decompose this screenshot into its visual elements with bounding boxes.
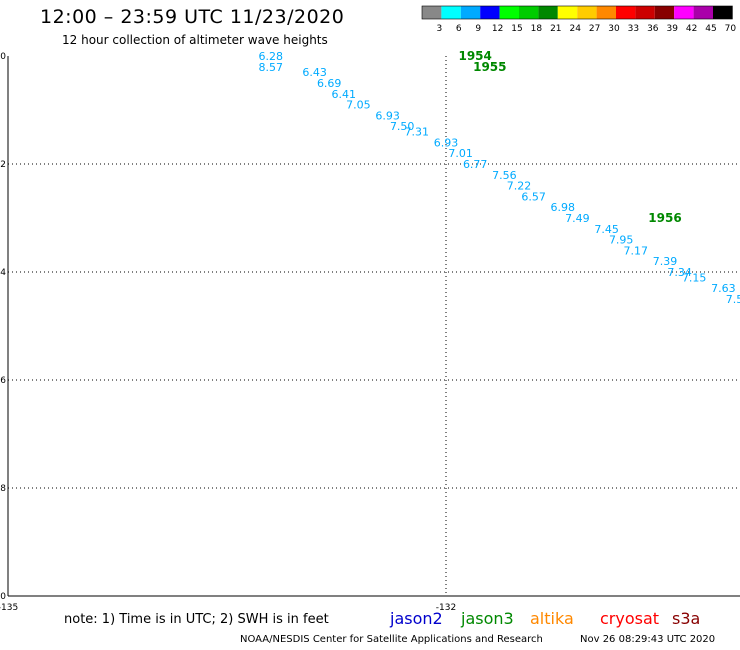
swh-label: 7.39	[653, 255, 678, 268]
colorbar-swatch	[557, 6, 578, 19]
swh-label: 7.34	[667, 266, 692, 279]
axis-ticks: -135-132-129-126-123-120-30-32-34-36-38-…	[0, 52, 456, 613]
colorbar-swatch	[713, 6, 733, 19]
colorbar-label: 30	[608, 24, 620, 34]
footer-note: note: 1) Time is in UTC; 2) SWH is in fe…	[64, 612, 329, 627]
swh-label: 6.93	[434, 136, 459, 149]
colorbar-label: 27	[589, 24, 600, 34]
swh-label: 7.01	[448, 147, 473, 160]
swh-label: 7.49	[565, 212, 590, 225]
colorbar-swatch	[616, 6, 636, 19]
swh-label: 6.28	[259, 50, 284, 63]
colorbar-label: 15	[511, 24, 522, 34]
swh-label: 6.57	[521, 190, 546, 203]
swh-label: 7.15	[682, 271, 707, 284]
legend-cryosat: cryosat	[600, 609, 660, 628]
swh-label: 7.95	[609, 234, 634, 247]
swh-label: 7.31	[405, 126, 430, 139]
swh-label: 8.57	[259, 61, 284, 74]
colorbar-swatch	[499, 6, 519, 19]
time-label: 1954	[458, 49, 491, 63]
swh-label: 7.50	[390, 120, 415, 133]
colorbar-label: 70	[725, 24, 737, 34]
swh-label: 7.17	[624, 244, 649, 257]
wave-height-labels: 6.288.57 6.436.696.417.056.937.507.316.93…	[259, 50, 740, 306]
x-tick-label: -132	[436, 603, 456, 613]
legend-altika: altika	[530, 609, 574, 628]
swh-label: 7.53	[726, 293, 740, 306]
colorbar-swatch	[577, 6, 597, 19]
colorbar-swatch	[596, 6, 616, 19]
colorbar-label: 24	[569, 24, 581, 34]
swh-label: 7.56	[492, 169, 517, 182]
colorbar-swatch	[519, 6, 539, 19]
swh-label: 6.41	[332, 88, 357, 101]
colorbar-swatch	[674, 6, 694, 19]
colorbar-label: 3	[437, 24, 443, 34]
legend-jason2: jason2	[390, 609, 443, 628]
colorbar-label: 21	[550, 24, 561, 34]
colorbar-label: 36	[647, 24, 659, 34]
time-label: 1956	[648, 211, 681, 225]
swh-label: 7.45	[594, 223, 619, 236]
y-tick-label: -40	[0, 592, 6, 602]
colorbar-swatch	[460, 6, 481, 19]
colorbar-label: 12	[492, 24, 503, 34]
colorbar-label: 18	[531, 24, 543, 34]
time-labels: 1954195519561957195814131412141114101741…	[458, 49, 681, 225]
colorbar-swatch	[693, 6, 713, 19]
swh-label: 7.22	[507, 180, 532, 193]
swh-label: 6.98	[551, 201, 576, 214]
colorbar-swatch	[422, 6, 442, 19]
footer-timestamp: Nov 26 08:29:43 UTC 2020	[580, 634, 716, 645]
colorbar-swatch	[538, 6, 558, 19]
colorbar-label: 39	[666, 24, 678, 34]
grid-lines	[8, 56, 740, 596]
colorbar-swatch	[480, 6, 500, 19]
footer-credit: NOAA/NESDIS Center for Satellite Applica…	[240, 634, 543, 645]
time-label: 1955	[473, 60, 506, 74]
colorbar-label: 6	[456, 24, 462, 34]
colorbar-swatch	[654, 6, 675, 19]
colorbar-swatch	[441, 6, 461, 19]
y-tick-label: -36	[0, 376, 6, 386]
page-title: 12:00 – 23:59 UTC 11/23/2020	[40, 6, 345, 28]
swh-label: 7.63	[711, 282, 736, 295]
swh-label: 7.05	[346, 99, 371, 112]
y-tick-label: -38	[0, 484, 6, 494]
plot-frame	[7, 56, 740, 597]
y-tick-label: -32	[0, 160, 6, 170]
legend-s3a: s3a	[672, 609, 701, 628]
page-subtitle: 12 hour collection of altimeter wave hei…	[62, 33, 328, 47]
swh-label: 6.69	[317, 77, 342, 90]
colorbar-label: 45	[705, 24, 716, 34]
y-tick-label: -30	[0, 52, 6, 62]
x-tick-label: -135	[0, 603, 18, 613]
colorbar-label: 33	[628, 24, 639, 34]
legend-jason3: jason3	[461, 609, 514, 628]
y-tick-label: -34	[0, 268, 6, 278]
swh-label: 6.43	[302, 66, 327, 79]
colorbar-swatch	[635, 6, 655, 19]
swh-label: 6.93	[375, 109, 400, 122]
colorbar-label: 9	[475, 24, 481, 34]
colorbar-label: 42	[686, 24, 697, 34]
swh-label: 6.77	[463, 158, 488, 171]
colorbar-border	[421, 5, 733, 20]
